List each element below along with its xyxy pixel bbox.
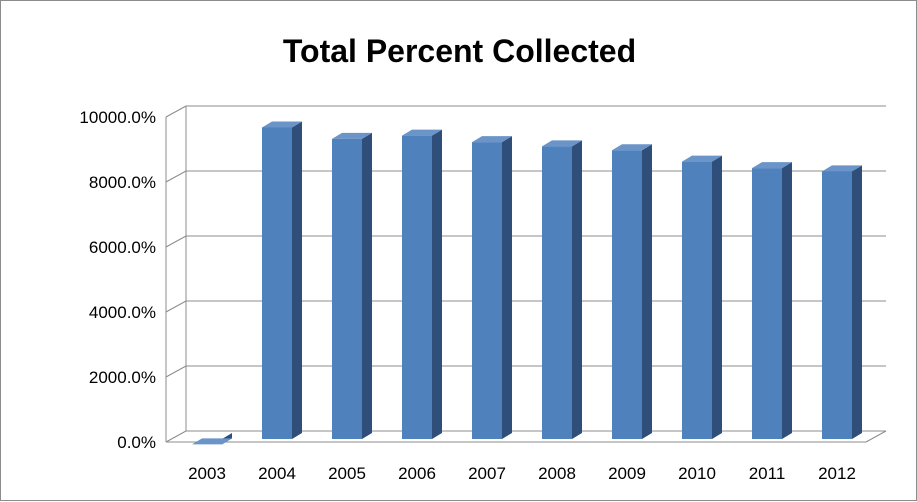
y-tick-label: 0.0% [117, 433, 156, 452]
y-tick-label: 8000.0% [89, 173, 156, 192]
bar-2005 [332, 132, 372, 439]
y-tick-label: 2000.0% [89, 368, 156, 387]
bar-2004 [262, 121, 302, 439]
bars [192, 121, 862, 445]
y-tick-label: 4000.0% [89, 303, 156, 322]
bar-2011 [752, 162, 792, 439]
x-tick-label: 2008 [538, 464, 576, 483]
x-tick-label: 2011 [749, 464, 786, 483]
bar-2012 [822, 165, 862, 439]
x-tick-label: 2012 [818, 464, 856, 483]
x-tick-label: 2005 [328, 464, 366, 483]
y-tick-label: 10000.0% [79, 108, 156, 127]
x-tick-label: 2009 [608, 464, 646, 483]
bar-2010 [682, 155, 722, 439]
bar-2006 [402, 129, 442, 439]
x-tick-label: 2004 [258, 464, 296, 483]
x-axis: 2003 2004 2005 2006 2007 2008 2009 2010 2011 2012 [188, 464, 856, 483]
x-tick-label: 2006 [398, 464, 436, 483]
x-tick-label: 2007 [468, 464, 506, 483]
bar-2003 [192, 433, 232, 445]
chart-title: Total Percent Collected [282, 33, 637, 69]
bar-2008 [542, 140, 582, 439]
bar-2009 [612, 144, 652, 439]
x-tick-label: 2010 [678, 464, 716, 483]
y-axis: 0.0% 2000.0% 4000.0% 6000.0% 8000.0% 10000.0% [79, 108, 156, 452]
y-tick-label: 6000.0% [89, 238, 156, 257]
x-tick-label: 2003 [188, 464, 226, 483]
gridline [165, 105, 886, 118]
bar-2007 [472, 136, 512, 439]
